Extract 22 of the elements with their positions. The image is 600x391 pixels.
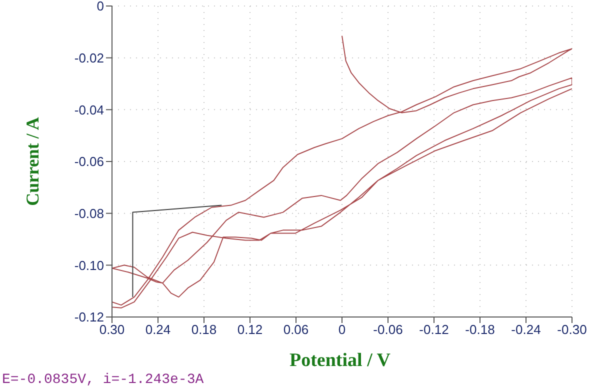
y-tick-label: -0.06 [74, 154, 104, 170]
y-tick-label: -0.08 [74, 206, 104, 221]
x-tick-label: 0 [338, 322, 346, 338]
text: E=-0.0835V, i=-1.243e-3A [2, 372, 204, 388]
x-tick-label: 0.24 [145, 322, 171, 338]
x-axis-title: Potential / V [288, 350, 392, 372]
line-series [112, 35, 572, 308]
y-tick-label: 0 [96, 0, 104, 14]
x-tick-label: -0.06 [373, 322, 403, 338]
y-tick-label: -0.12 [74, 310, 104, 325]
y-tick-label: -0.04 [74, 102, 104, 118]
y-tick-label: -0.10 [74, 258, 104, 273]
x-tick-label: 0.12 [237, 322, 263, 338]
x-tick-label: -0.24 [511, 322, 541, 338]
x-tick-label: -0.30 [557, 322, 587, 338]
x-tick-label: 0.06 [283, 322, 309, 338]
x-tick-label: 0.18 [191, 322, 217, 338]
y-axis-title: Current / A [22, 117, 42, 206]
x-tick-label: -0.18 [465, 322, 495, 338]
x-tick-label: -0.12 [419, 322, 449, 338]
y-tick-label: -0.02 [74, 50, 104, 66]
x-tick-label: 0.30 [99, 322, 125, 338]
